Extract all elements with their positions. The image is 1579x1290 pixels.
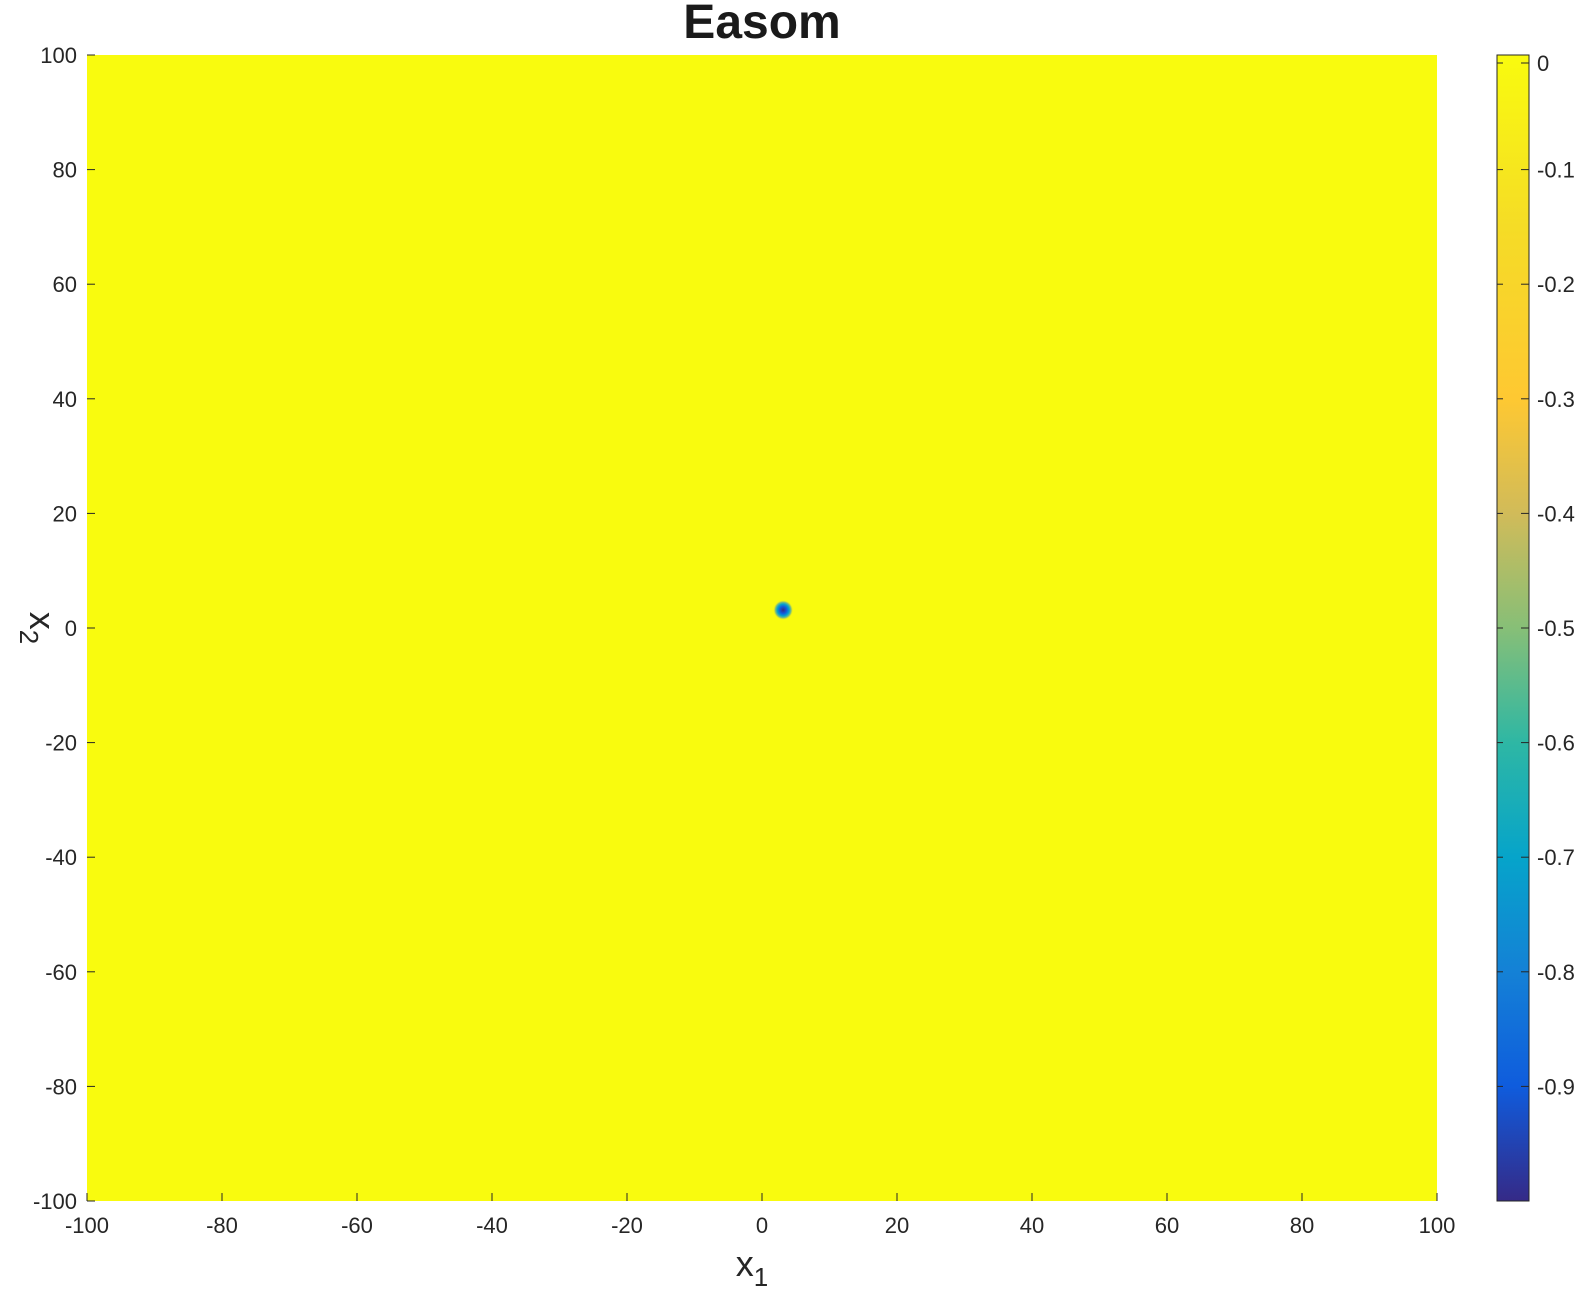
x-tick-label: 20 xyxy=(885,1213,909,1238)
y-tick-label: -100 xyxy=(33,1189,77,1214)
colorbar-tick-label: -0.8 xyxy=(1537,960,1575,985)
y-tick-label: 40 xyxy=(53,387,77,412)
heatmap-minimum xyxy=(773,600,794,621)
chart-title: Easom xyxy=(683,0,840,49)
colorbar-tick-label: -0.7 xyxy=(1537,845,1575,870)
colorbar-tick-label: -0.3 xyxy=(1537,387,1575,412)
x-axis-ticks: -100 -80 -60 -40 -20 0 20 40 60 80 100 xyxy=(65,1193,1455,1238)
x-tick-label: -40 xyxy=(476,1213,508,1238)
colorbar-tick-label: -0.9 xyxy=(1537,1074,1575,1099)
y-axis-ticks: -100 -80 -60 -40 -20 0 20 40 60 80 100 xyxy=(33,43,95,1214)
heatmap-plot-area xyxy=(87,55,1437,1201)
x-tick-label: -80 xyxy=(206,1213,238,1238)
colorbar-tick-label: -0.5 xyxy=(1537,616,1575,641)
y-tick-label: -20 xyxy=(45,731,77,756)
colorbar-tick-label: -0.4 xyxy=(1537,501,1575,526)
x-tick-label: 0 xyxy=(756,1213,768,1238)
y-axis-label: x2 xyxy=(14,612,63,644)
y-tick-label: -80 xyxy=(45,1074,77,1099)
x-tick-label: -20 xyxy=(611,1213,643,1238)
y-tick-label: 80 xyxy=(53,158,77,183)
colorbar-tick-label: 0 xyxy=(1537,51,1549,76)
y-tick-label: -60 xyxy=(45,960,77,985)
x-axis-label: x1 xyxy=(736,1243,768,1290)
colorbar-tick-label: -0.6 xyxy=(1537,731,1575,756)
x-tick-label: 80 xyxy=(1290,1213,1314,1238)
y-tick-label: 20 xyxy=(53,501,77,526)
colorbar-tick-label: -0.2 xyxy=(1537,272,1575,297)
x-tick-label: 60 xyxy=(1155,1213,1179,1238)
x-tick-label: 100 xyxy=(1419,1213,1456,1238)
x-tick-label: 40 xyxy=(1020,1213,1044,1238)
x-tick-label: -60 xyxy=(341,1213,373,1238)
colorbar-tick-label: -0.1 xyxy=(1537,158,1575,183)
y-tick-label: 0 xyxy=(65,616,77,641)
x-tick-label: -100 xyxy=(65,1213,109,1238)
y-tick-label: -40 xyxy=(45,845,77,870)
y-tick-label: 60 xyxy=(53,272,77,297)
colorbar-ticks: 0 -0.1 -0.2 -0.3 -0.4 -0.5 -0.6 -0.7 -0.8 -0.9 xyxy=(1497,51,1575,1099)
y-tick-label: 100 xyxy=(40,43,77,68)
